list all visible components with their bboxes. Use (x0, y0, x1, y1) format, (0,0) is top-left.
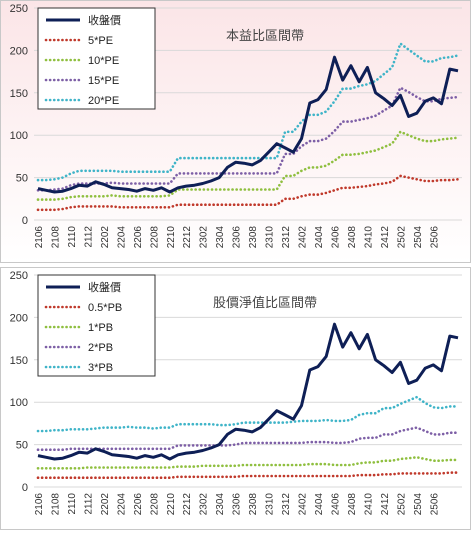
x-tick-label: 2506 (429, 493, 440, 516)
legend-label: 10*PE (88, 55, 119, 67)
y-tick-label: 200 (10, 45, 28, 57)
legend-box (37, 274, 156, 377)
x-tick-label: 2110 (67, 493, 78, 515)
x-tick-label: 2304 (215, 226, 226, 249)
series-line-收盤價 (37, 322, 459, 461)
x-tick-label: 2106 (34, 226, 45, 249)
x-tick-label: 2310 (265, 493, 276, 516)
x-tick-label: 2302 (199, 226, 210, 249)
legend-label: 收盤價 (88, 13, 121, 27)
y-tick-label: 50 (16, 173, 28, 185)
x-tick-label: 2206 (133, 226, 144, 249)
x-tick-label: 2406 (330, 226, 341, 249)
y-tick-label: 100 (10, 397, 28, 409)
y-tick-label: 200 (10, 312, 28, 324)
x-tick-label: 2406 (330, 493, 341, 516)
x-tick-label: 2404 (314, 226, 325, 249)
legend: 收盤價 5*PE 10*PE 15*PE 20*PE (37, 7, 156, 110)
x-tick-label: 2306 (232, 493, 243, 516)
legend-label: 收盤價 (88, 280, 121, 294)
x-tick-label: 2206 (133, 493, 144, 516)
x-tick-label: 2408 (347, 493, 358, 516)
y-tick-label: 0 (22, 482, 28, 494)
series-line-10*PE (36, 130, 460, 201)
chart-title: 本益比區間帶 (226, 28, 304, 43)
x-tick-label: 2106 (34, 493, 45, 516)
x-tick-label: 2312 (281, 226, 292, 249)
series-line-收盤價 (37, 55, 459, 194)
y-tick-label: 150 (10, 355, 28, 367)
x-tick-label: 2304 (215, 493, 226, 516)
series-line-15*PE (36, 85, 460, 192)
x-tick-label: 2410 (363, 226, 374, 249)
legend-box (37, 7, 156, 110)
x-tick-label: 2312 (281, 493, 292, 516)
x-tick-label: 2504 (413, 493, 424, 516)
x-tick-label: 2502 (396, 226, 407, 249)
x-tick-label: 2402 (298, 493, 309, 516)
x-tick-label: 2212 (182, 493, 193, 516)
x-tick-label: 2402 (298, 226, 309, 249)
y-tick-label: 50 (16, 440, 28, 452)
y-tick-label: 250 (10, 3, 28, 15)
x-tick-label: 2502 (396, 493, 407, 516)
x-tick-label: 2212 (182, 226, 193, 249)
x-tick-label: 2302 (199, 493, 210, 516)
legend-label: 0.5*PB (88, 302, 122, 314)
x-tick-label: 2208 (149, 226, 160, 249)
y-tick-label: 100 (10, 130, 28, 142)
series-line-5*PE (36, 174, 460, 212)
pe-band-chart: 0 50 100 150 200 250 2106 2108 2110 2112 2202 2204 2… (0, 0, 471, 263)
y-tick-label: 250 (10, 270, 28, 282)
x-tick-label: 2210 (166, 493, 177, 516)
legend-label: 2*PB (88, 342, 113, 354)
series-line-2*PB (36, 426, 460, 451)
chart-title: 股價淨值比區間帶 (213, 295, 317, 310)
pb-band-chart-panel: 0 50 100 150 200 250 2106 2108 2110 2112 2202 2204 2… (0, 267, 471, 530)
x-tick-label: 2204 (116, 493, 127, 516)
pe-band-chart-panel: 0 50 100 150 200 250 2106 2108 2110 2112 2202 2204 2… (0, 0, 471, 263)
x-tick-label: 2308 (248, 226, 259, 249)
x-tick-label: 2504 (413, 226, 424, 249)
legend-label: 15*PE (88, 75, 119, 87)
x-tick-label: 2412 (380, 493, 391, 516)
legend: 收盤價 0.5*PB 1*PB 2*PB 3*PB (37, 274, 156, 377)
x-tick-label: 2308 (248, 493, 259, 516)
x-tick-label: 2112 (83, 493, 94, 515)
x-tick-label: 2110 (67, 226, 78, 248)
x-tick-label: 2410 (363, 493, 374, 516)
x-tick-label: 2306 (232, 226, 243, 249)
x-tick-label: 2412 (380, 226, 391, 249)
legend-label: 1*PB (88, 322, 113, 334)
x-tick-label: 2202 (100, 226, 111, 249)
x-tick-label: 2108 (50, 226, 61, 249)
x-tick-label: 2210 (166, 226, 177, 249)
x-tick-label: 2404 (314, 493, 325, 516)
legend-label: 20*PE (88, 95, 119, 107)
series-line-3*PB (36, 395, 460, 433)
x-tick-label: 2310 (265, 226, 276, 249)
legend-label: 5*PE (88, 35, 113, 47)
x-tick-label: 2208 (149, 493, 160, 516)
series-line-1*PB (36, 455, 460, 470)
series-line-0.5*PB (36, 471, 460, 479)
x-tick-label: 2204 (116, 226, 127, 249)
y-tick-label: 150 (10, 88, 28, 100)
y-tick-label: 0 (22, 215, 28, 227)
x-tick-label: 2408 (347, 226, 358, 249)
x-tick-label: 2112 (83, 226, 94, 248)
x-tick-label: 2506 (429, 226, 440, 249)
x-tick-label: 2108 (50, 493, 61, 516)
pb-band-chart: 0 50 100 150 200 250 2106 2108 2110 2112 2202 2204 2… (0, 267, 471, 530)
legend-label: 3*PB (88, 362, 113, 374)
x-tick-label: 2202 (100, 493, 111, 516)
